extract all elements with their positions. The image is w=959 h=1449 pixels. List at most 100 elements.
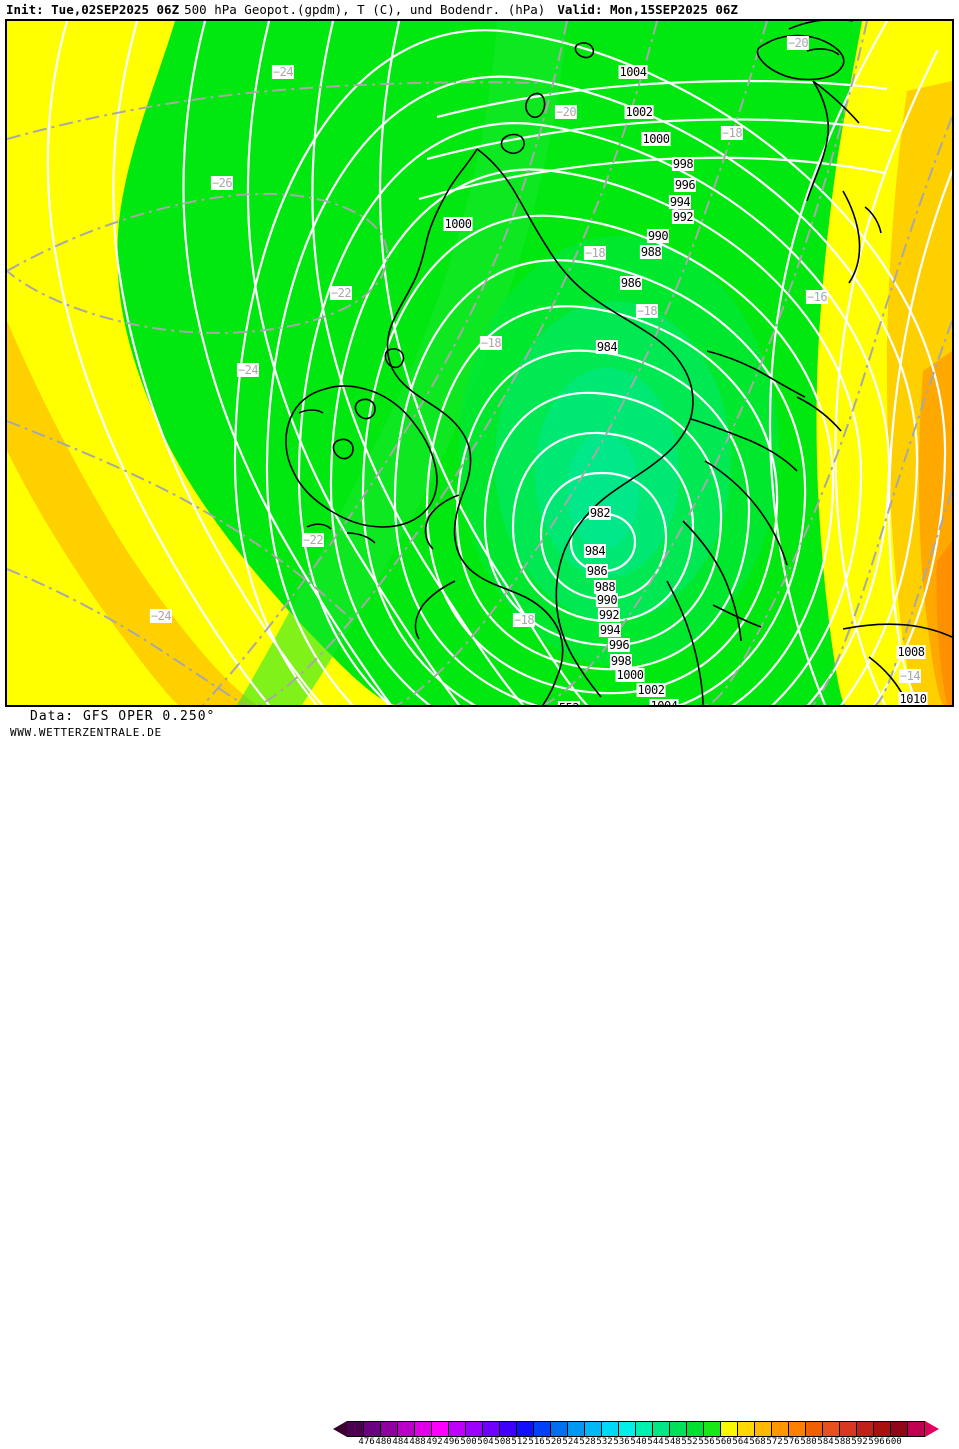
isotherm-label: −18 bbox=[720, 126, 744, 140]
colorbar-tick-label: 488 bbox=[409, 1437, 426, 1447]
isotherm-label: −18 bbox=[479, 336, 503, 350]
colorbar-tick-label: 588 bbox=[834, 1437, 851, 1447]
colorbar-segment bbox=[551, 1422, 568, 1436]
data-source-text: Data: GFS OPER 0.250° bbox=[30, 709, 216, 724]
isobar-label: 998 bbox=[671, 157, 695, 171]
colorbar-segment bbox=[653, 1422, 670, 1436]
colorbar-tick-label: 576 bbox=[783, 1437, 800, 1447]
colorbar-tick-label: 592 bbox=[851, 1437, 868, 1447]
colorbar-tick-label: 560 bbox=[715, 1437, 732, 1447]
map-frame[interactable]: 1004 1002 1000 998 996 994 992 990 988 9… bbox=[5, 19, 954, 707]
geopotential-label: 552 bbox=[557, 701, 581, 705]
colorbar-segment bbox=[415, 1422, 432, 1436]
colorbar-segment bbox=[636, 1422, 653, 1436]
isobar-label: 1000 bbox=[443, 217, 473, 231]
colorbar-segment bbox=[347, 1422, 364, 1436]
colorbar-segment bbox=[517, 1422, 534, 1436]
isotherm-label: −26 bbox=[210, 176, 234, 190]
colorbar-segment bbox=[806, 1422, 823, 1436]
colorbar-segment bbox=[466, 1422, 483, 1436]
colorbar-cap-right bbox=[925, 1421, 939, 1437]
isobar-label: 986 bbox=[585, 564, 609, 578]
colorbar-segment bbox=[857, 1422, 874, 1436]
colorbar-segment bbox=[908, 1422, 925, 1436]
isobar-label: 1008 bbox=[896, 645, 926, 659]
colorbar-tick-label: 596 bbox=[868, 1437, 885, 1447]
isobar-label: 984 bbox=[583, 544, 607, 558]
colorbar-tick-label: 536 bbox=[613, 1437, 630, 1447]
colorbar-tick-label: 532 bbox=[596, 1437, 613, 1447]
isotherm-label: −24 bbox=[236, 363, 260, 377]
header-description: 500 hPa Geopot.(gpdm), T (C), und Bodend… bbox=[184, 1, 546, 17]
colorbar-segment bbox=[500, 1422, 517, 1436]
colorbar-segment bbox=[568, 1422, 585, 1436]
colorbar-tick-label: 516 bbox=[528, 1437, 545, 1447]
colorbar-segments[interactable] bbox=[347, 1421, 925, 1437]
colorbar-segment bbox=[534, 1422, 551, 1436]
isobar-label: 990 bbox=[595, 593, 619, 607]
isotherm-label: −18 bbox=[512, 613, 536, 627]
colorbar-segment bbox=[483, 1422, 500, 1436]
colorbar-segment bbox=[874, 1422, 891, 1436]
isobar-label: 996 bbox=[673, 178, 697, 192]
isotherm-label: −24 bbox=[271, 65, 295, 79]
isobar-label: 988 bbox=[593, 580, 617, 594]
isobar-label: 990 bbox=[646, 229, 670, 243]
header-init-time: Init: Tue,02SEP2025 06Z bbox=[6, 1, 180, 17]
weather-map-canvas bbox=[7, 21, 952, 705]
colorbar-tick-label: 484 bbox=[392, 1437, 409, 1447]
colorbar-tick-label: 580 bbox=[800, 1437, 817, 1447]
isobar-label: 1004 bbox=[618, 65, 648, 79]
isotherm-label: −16 bbox=[805, 290, 829, 304]
colorbar-tick-label: 564 bbox=[732, 1437, 749, 1447]
colorbar-segment bbox=[823, 1422, 840, 1436]
isobar-label: 984 bbox=[595, 340, 619, 354]
colorbar-segment bbox=[432, 1422, 449, 1436]
colorbar-tick-label: 552 bbox=[681, 1437, 698, 1447]
isobar-label: 1000 bbox=[615, 668, 645, 682]
colorbar-segment bbox=[772, 1422, 789, 1436]
colorbar-tick-label: 528 bbox=[579, 1437, 596, 1447]
colorbar-segment bbox=[891, 1422, 908, 1436]
isobar-label: 988 bbox=[639, 245, 663, 259]
colorbar[interactable]: 476 480 484 488 492 496 500 504 508 512 516 520 524 5… bbox=[333, 1420, 953, 1449]
isobar-label: 1004 bbox=[649, 699, 679, 705]
colorbar-tick-label: 544 bbox=[647, 1437, 664, 1447]
colorbar-cap-left bbox=[333, 1421, 347, 1437]
colorbar-tick-label: 504 bbox=[477, 1437, 494, 1447]
colorbar-tick-label: 476 bbox=[358, 1437, 375, 1447]
website-text: WWW.WETTERZENTRALE.DE bbox=[10, 726, 162, 739]
colorbar-tick-label: 568 bbox=[749, 1437, 766, 1447]
isobar-label: 1000 bbox=[641, 132, 671, 146]
colorbar-segment bbox=[585, 1422, 602, 1436]
isotherm-label: −22 bbox=[301, 533, 325, 547]
colorbar-tick-label: 500 bbox=[460, 1437, 477, 1447]
colorbar-segment bbox=[755, 1422, 772, 1436]
colorbar-segment bbox=[619, 1422, 636, 1436]
isotherm-label: −20 bbox=[554, 105, 578, 119]
isobar-label: 1002 bbox=[624, 105, 654, 119]
isobar-label: 992 bbox=[671, 210, 695, 224]
isotherm-label: −14 bbox=[898, 669, 922, 683]
header-valid-time: Valid: Mon,15SEP2025 06Z bbox=[557, 1, 738, 17]
colorbar-tick-label: 548 bbox=[664, 1437, 681, 1447]
isobar-label: 998 bbox=[609, 654, 633, 668]
colorbar-tick-label: 520 bbox=[545, 1437, 562, 1447]
colorbar-segment bbox=[721, 1422, 738, 1436]
colorbar-tick-label: 556 bbox=[698, 1437, 715, 1447]
colorbar-segment bbox=[738, 1422, 755, 1436]
colorbar-tick-label: 600 bbox=[885, 1437, 902, 1447]
colorbar-segment bbox=[602, 1422, 619, 1436]
isobar-label: 1002 bbox=[636, 683, 666, 697]
isobar-label: 992 bbox=[597, 608, 621, 622]
isobar-label: 994 bbox=[668, 195, 692, 209]
colorbar-segment bbox=[381, 1422, 398, 1436]
map-footer: Data: GFS OPER 0.250° WWW.WETTERZENTRALE… bbox=[0, 708, 959, 1447]
isobar-label: 982 bbox=[588, 506, 612, 520]
colorbar-segment bbox=[670, 1422, 687, 1436]
colorbar-tick-label: 524 bbox=[562, 1437, 579, 1447]
colorbar-tick-label: 508 bbox=[494, 1437, 511, 1447]
colorbar-tick-label: 480 bbox=[375, 1437, 392, 1447]
isotherm-label: −24 bbox=[149, 609, 173, 623]
